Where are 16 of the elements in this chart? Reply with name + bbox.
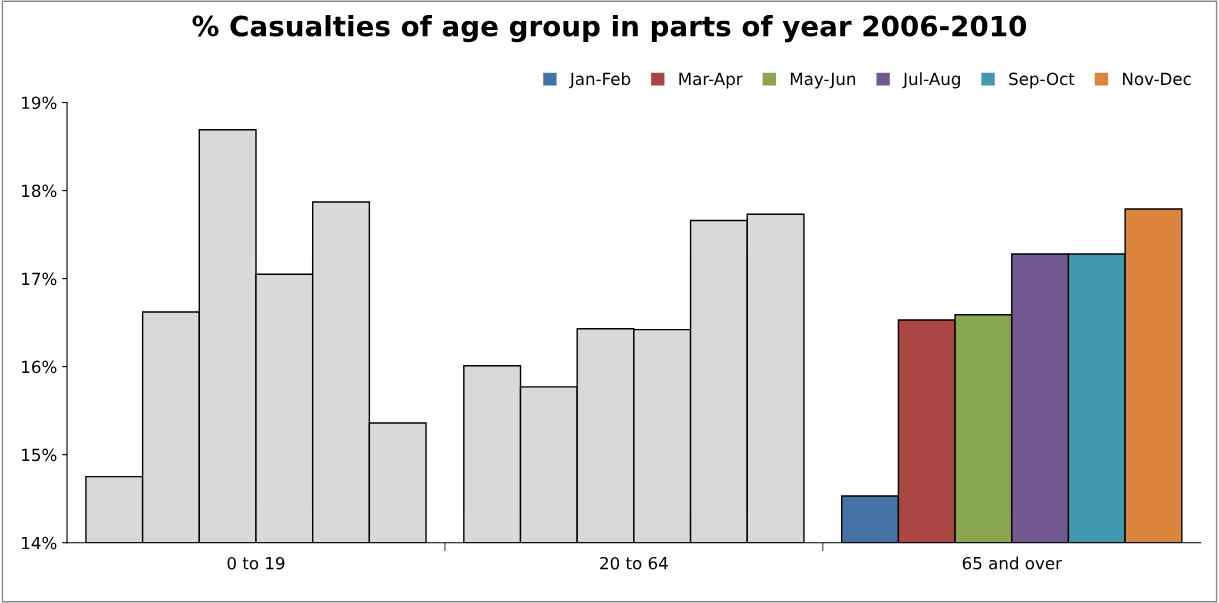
- y-tick-label: 17%: [22, 272, 57, 286]
- chart-title: % Casualties of age group in parts of year 2006-2010: [192, 15, 1027, 43]
- legend-label: Mar-Apr: [679, 72, 743, 89]
- legend-label: Jul-Aug: [902, 72, 960, 89]
- legend-label: May-Jun: [790, 72, 856, 89]
- y-tick-label: 19%: [22, 96, 57, 110]
- legend-label: Sep-Oct: [1009, 72, 1075, 89]
- y-tick-label: 16%: [22, 360, 57, 374]
- x-tick-label: 0 to 19: [227, 556, 285, 570]
- legend-label: Nov-Dec: [1123, 72, 1191, 86]
- y-tick-label: 18%: [22, 184, 57, 198]
- x-tick-label: 20 to 64: [600, 556, 668, 570]
- y-tick-label: 15%: [22, 448, 57, 462]
- legend-label: Jan-Feb: [569, 72, 631, 89]
- y-tick-label: 14%: [22, 536, 57, 550]
- x-tick-label: 65 and over: [962, 556, 1062, 570]
